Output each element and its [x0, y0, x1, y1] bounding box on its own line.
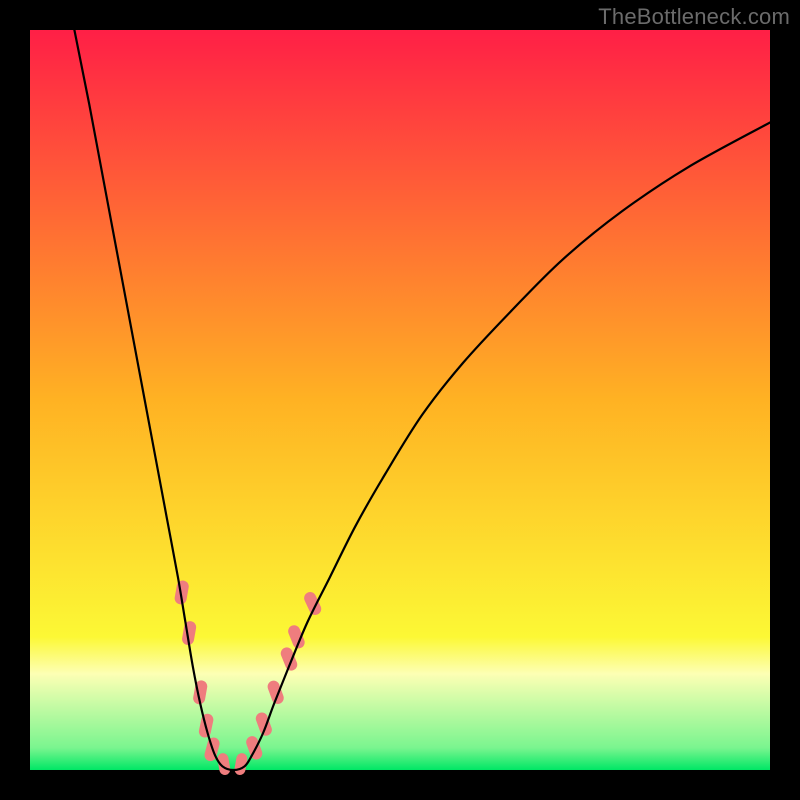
chart-frame: TheBottleneck.com: [0, 0, 800, 800]
chart-svg: [0, 0, 800, 800]
highlight-marker: [217, 752, 232, 776]
markers-group: [174, 580, 323, 776]
bottleneck-curve-path: [74, 30, 770, 770]
watermark-text: TheBottleneck.com: [598, 4, 790, 30]
